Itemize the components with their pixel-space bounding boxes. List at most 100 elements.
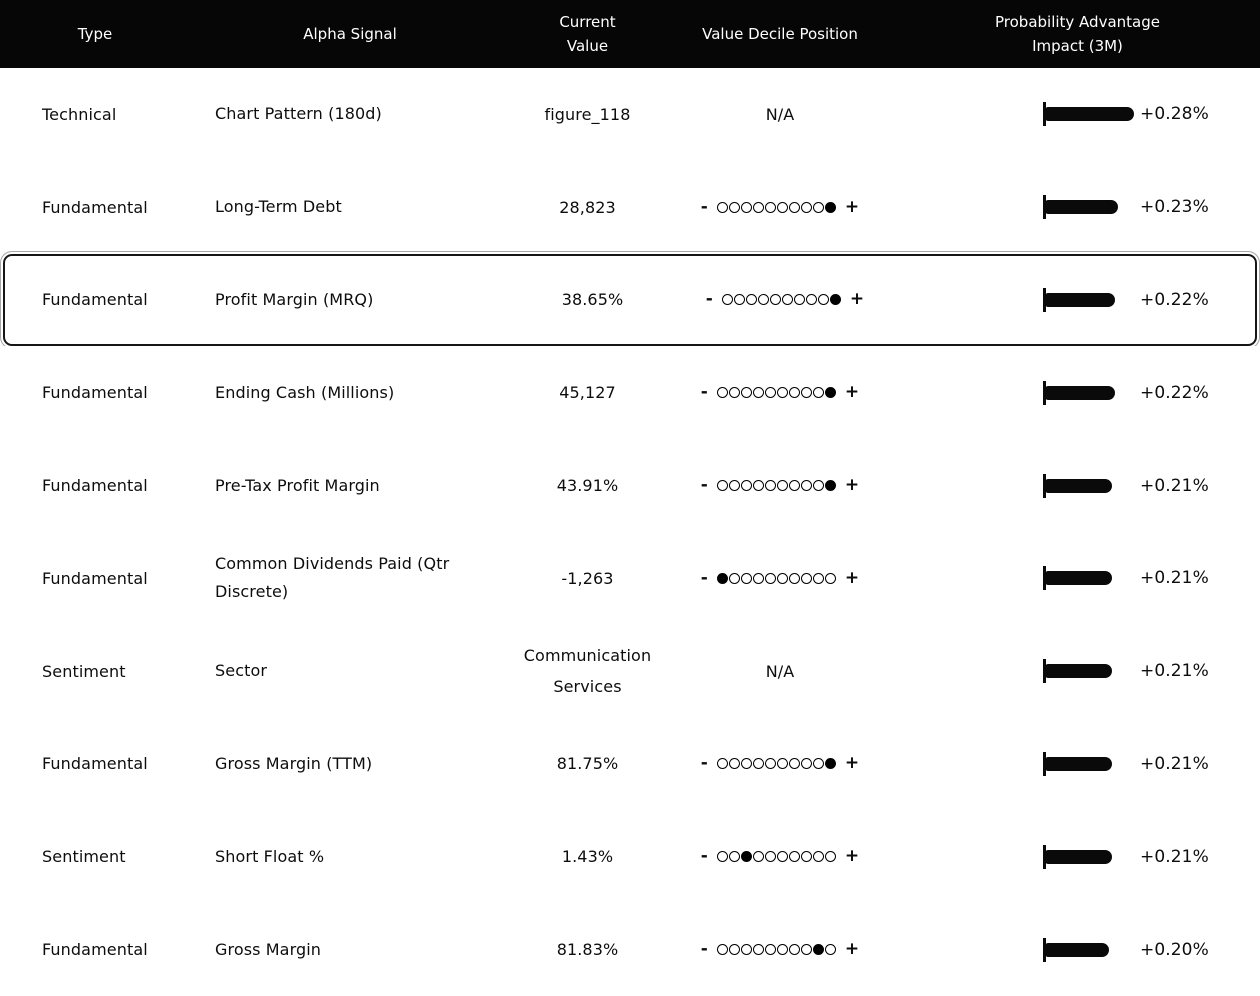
signal-cell: Gross Margin — [190, 936, 510, 964]
table-row[interactable]: Fundamental Pre-Tax Profit Margin 43.91% - +… — [0, 439, 1260, 532]
table-row[interactable]: Fundamental Gross Margin 81.83% - + +0.20% — [0, 903, 1260, 996]
decile-dots — [716, 572, 836, 584]
impact-cell: +0.21% — [895, 439, 1260, 532]
table-row[interactable]: Fundamental Common Dividends Paid (Qtr Di… — [0, 531, 1260, 625]
impact-cell: +0.23% — [895, 161, 1260, 254]
decile-cell: - + — [665, 755, 895, 772]
decile-plus-label: + — [844, 475, 860, 496]
decile-plus-label: + — [844, 196, 860, 217]
table-row[interactable]: Sentiment Short Float % 1.43% - + +0.21% — [0, 810, 1260, 904]
decile-dot — [824, 851, 836, 863]
decile-dot — [728, 758, 740, 770]
table-row[interactable]: Technical Chart Pattern (180d) figure_118 N… — [0, 68, 1260, 161]
table-row[interactable]: Sentiment Sector Communication Services N/A… — [0, 624, 1260, 718]
decile-cell: - + — [665, 848, 895, 865]
impact-value-label: +0.23% — [1140, 197, 1209, 218]
decile-dot-filled — [829, 294, 841, 306]
decile-dots — [716, 944, 836, 956]
impact-bar — [1045, 107, 1134, 122]
decile-dot-filled — [740, 851, 752, 863]
decile-dot — [752, 387, 764, 399]
decile-minus-label: - — [700, 382, 708, 403]
decile-plus-label: + — [844, 567, 860, 588]
decile-na-label: N/A — [765, 104, 795, 124]
decile-dot — [716, 387, 728, 399]
decile-plus-label: + — [844, 846, 860, 867]
decile-dot — [812, 572, 824, 584]
decile-minus-label: - — [700, 753, 708, 774]
decile-dot — [788, 201, 800, 213]
decile-dot — [776, 944, 788, 956]
decile-dot — [817, 294, 829, 306]
decile-dot — [776, 851, 788, 863]
decile-dot — [812, 758, 824, 770]
signal-cell: Sector — [190, 657, 510, 685]
type-cell: Fundamental — [42, 940, 148, 960]
signal-label: Gross Margin (TTM) — [215, 753, 373, 773]
col-header-alpha-signal: Alpha Signal — [303, 25, 397, 43]
decile-dot — [740, 201, 752, 213]
decile-dot — [764, 480, 776, 492]
decile-cell: N/A — [665, 105, 895, 124]
decile-dot — [788, 387, 800, 399]
impact-bar — [1045, 292, 1115, 307]
decile-dots — [716, 480, 836, 492]
type-cell: Fundamental — [42, 290, 148, 310]
impact-bar — [1045, 571, 1112, 586]
decile-dot — [788, 758, 800, 770]
impact-bar — [1045, 756, 1112, 771]
decile-dot — [800, 480, 812, 492]
decile-dot — [800, 572, 812, 584]
signal-cell: Profit Margin (MRQ) — [195, 286, 515, 314]
decile-dot — [764, 758, 776, 770]
decile-dot — [728, 480, 740, 492]
decile-dot — [776, 572, 788, 584]
impact-axis-tick — [1043, 473, 1046, 498]
decile-dot — [740, 480, 752, 492]
impact-value-label: +0.20% — [1140, 939, 1209, 960]
decile-dot-filled — [824, 201, 836, 213]
decile-dot — [788, 572, 800, 584]
col-header-decile-position: Value Decile Position — [702, 25, 858, 43]
decile-cell: - + — [665, 477, 895, 494]
impact-axis-tick — [1043, 380, 1046, 405]
decile-minus-label: - — [700, 196, 708, 217]
table-row[interactable]: Fundamental Gross Margin (TTM) 81.75% - + +0.… — [0, 717, 1260, 811]
table-row[interactable]: Fundamental Profit Margin (MRQ) 38.65% - + +0… — [3, 253, 1257, 347]
signal-label: Ending Cash (Millions) — [215, 382, 395, 402]
decile-minus-label: - — [700, 846, 708, 867]
table-row[interactable]: Fundamental Ending Cash (Millions) 45,127 -… — [0, 346, 1260, 440]
type-cell: Technical — [42, 104, 117, 124]
decile-dot — [769, 294, 781, 306]
decile-dot-filled — [824, 758, 836, 770]
decile-dot-filled — [824, 480, 836, 492]
impact-axis-tick — [1043, 659, 1046, 684]
signal-cell: Ending Cash (Millions) — [190, 379, 510, 407]
value-cell: 45,127 — [559, 383, 616, 403]
decile-plus-label: + — [849, 289, 865, 310]
decile-dot — [781, 294, 793, 306]
type-cell: Fundamental — [42, 754, 148, 774]
signal-label: Long-Term Debt — [215, 197, 342, 217]
signal-label: Short Float % — [215, 846, 325, 866]
decile-cell: - + — [665, 384, 895, 401]
decile-dot — [805, 294, 817, 306]
decile-dot — [752, 758, 764, 770]
value-cell: -1,263 — [561, 568, 614, 588]
type-cell: Fundamental — [42, 383, 148, 403]
signal-cell: Chart Pattern (180d) — [190, 100, 510, 128]
decile-dot — [788, 944, 800, 956]
decile-na-label: N/A — [765, 661, 795, 681]
decile-dot — [728, 387, 740, 399]
impact-cell: +0.22% — [895, 346, 1260, 439]
value-cell: Communication Services — [523, 646, 652, 697]
decile-dot — [752, 851, 764, 863]
table-row[interactable]: Fundamental Long-Term Debt 28,823- + +0.23% — [0, 160, 1260, 254]
impact-value-label: +0.21% — [1140, 753, 1209, 774]
value-cell: 81.75% — [556, 754, 619, 774]
decile-dot — [740, 758, 752, 770]
decile-cell: N/A — [665, 662, 895, 681]
impact-cell: +0.28% — [895, 68, 1260, 161]
decile-dot — [764, 201, 776, 213]
decile-dot — [800, 201, 812, 213]
